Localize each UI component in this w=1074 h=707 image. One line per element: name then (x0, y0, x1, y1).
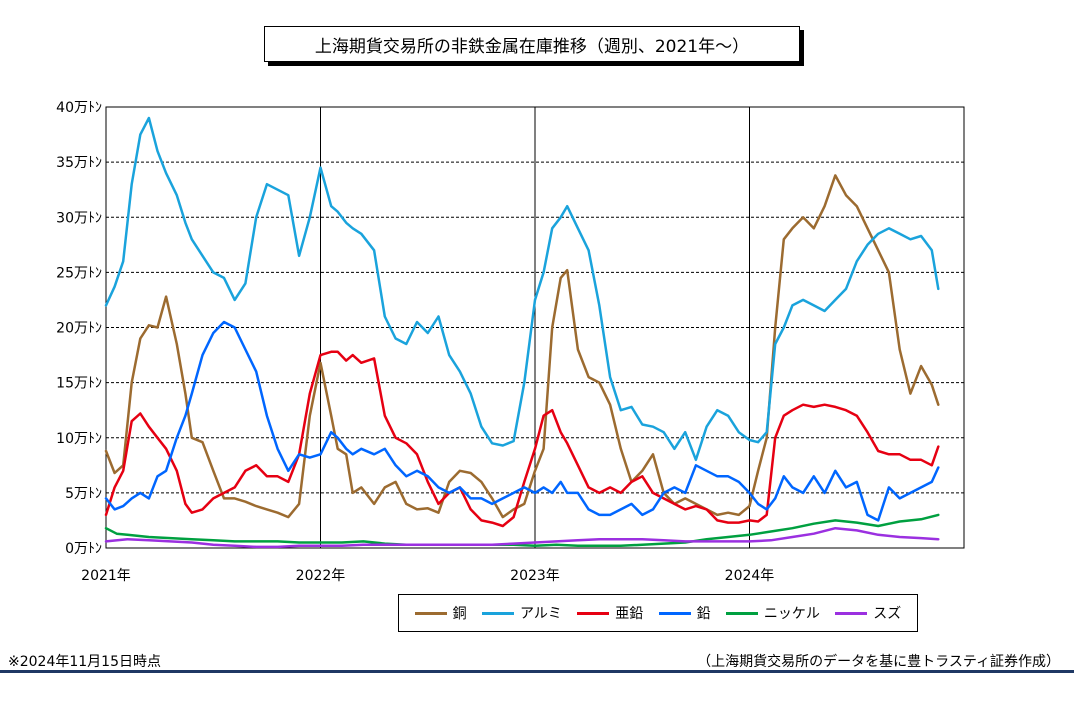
axes (105, 106, 965, 549)
y-tick-label: 10万ﾄﾝ (56, 431, 102, 447)
series-line-0 (104, 174, 940, 519)
x-tick-label: 2021年 (81, 568, 131, 584)
y-tick-label: 5万ﾄﾝ (65, 486, 102, 502)
series-lines (104, 116, 940, 549)
y-tick-label: 0万ﾄﾝ (65, 541, 102, 557)
legend-swatch (835, 611, 868, 615)
y-tick-label: 30万ﾄﾝ (56, 210, 102, 226)
legend-label: スズ (873, 606, 902, 622)
y-tick-label: 35万ﾄﾝ (56, 155, 102, 171)
tick-labels: 0万ﾄﾝ 5万ﾄﾝ 10万ﾄﾝ 15万ﾄﾝ 20万ﾄﾝ 25万ﾄﾝ 30万ﾄﾝ 35万ﾄﾝ 40… (56, 100, 774, 584)
x-tick-label: 2023年 (510, 568, 560, 584)
chart-title: 上海期貨交易所の非鉄金属在庫推移（週別、2021年～） (264, 26, 800, 62)
series-line-4 (104, 513, 940, 548)
series-line-3 (104, 320, 940, 522)
x-tick-label: 2022年 (296, 568, 346, 584)
bottom-rule (0, 670, 1074, 673)
legend-swatch (414, 611, 447, 615)
series-line-5 (104, 526, 940, 549)
y-tick-label: 20万ﾄﾝ (56, 321, 102, 337)
source-credit: （上海期貨交易所のデータを基に豊トラスティ証券作成） (697, 654, 1060, 670)
x-tick-label: 2024年 (725, 568, 775, 584)
legend-item: ニッケル (725, 603, 820, 623)
legend-item: 鉛 (658, 603, 711, 623)
y-tick-label: 40万ﾄﾝ (56, 100, 102, 116)
series-line-1 (104, 116, 940, 462)
y-tick-label: 15万ﾄﾝ (56, 376, 102, 392)
plot-frame (105, 106, 965, 549)
legend-item: スズ (835, 603, 901, 623)
legend-label: アルミ (520, 606, 562, 622)
series-line-2 (104, 350, 940, 528)
legend-label: 亜鉛 (615, 606, 644, 622)
legend-item: アルミ (482, 603, 562, 623)
legend-swatch (725, 611, 758, 615)
legend-label: 銅 (452, 606, 467, 622)
legend-swatch (482, 611, 515, 615)
legend: 銅 アルミ 亜鉛 鉛 ニッケル スズ (398, 594, 918, 632)
legend-label: ニッケル (763, 606, 820, 622)
legend-swatch (577, 611, 610, 615)
legend-swatch (658, 611, 691, 615)
footnote-date: ※2024年11月15日時点 (8, 654, 161, 670)
y-tick-label: 25万ﾄﾝ (56, 265, 102, 281)
legend-item: 銅 (414, 603, 467, 623)
legend-item: 亜鉛 (577, 603, 643, 623)
legend-label: 鉛 (696, 606, 711, 622)
